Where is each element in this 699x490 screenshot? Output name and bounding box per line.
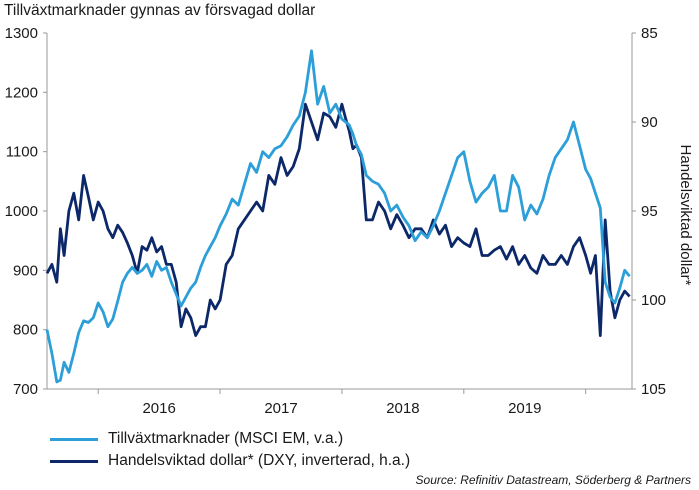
x-tick-label: 2019 (508, 400, 541, 417)
legend-item-dollar: Handelsviktad dollar* (DXY, inverterad, … (50, 450, 410, 472)
x-tick-label: 2018 (386, 400, 419, 417)
left-tick-label: 900 (13, 262, 38, 279)
right-tick-label: 90 (641, 114, 658, 131)
legend-item-em: Tillväxtmarknader (MSCI EM, v.a.) (50, 428, 410, 450)
legend-label-em: Tillväxtmarknader (MSCI EM, v.a.) (108, 430, 344, 447)
left-tick-label: 1200 (5, 84, 38, 101)
right-axis: 85 90 95 100 105 (631, 25, 666, 398)
series-line-em (45, 49, 631, 384)
left-tick-label: 1000 (5, 203, 38, 220)
left-tick-label: 1300 (5, 25, 38, 42)
plot-lines (45, 49, 631, 384)
left-tick-label: 1100 (6, 144, 38, 161)
x-tick-label: 2017 (264, 400, 297, 417)
left-axis: 700 800 900 1000 1100 1200 1300 (5, 25, 48, 398)
legend: Tillväxtmarknader (MSCI EM, v.a.) Handel… (50, 428, 410, 472)
left-tick-label: 700 (13, 381, 38, 398)
legend-swatch-dollar (50, 459, 98, 463)
source-note: Source: Refinitiv Datastream, Söderberg … (415, 473, 691, 487)
legend-label-dollar: Handelsviktad dollar* (DXY, inverterad, … (108, 452, 411, 469)
right-tick-label: 85 (641, 25, 658, 42)
right-tick-label: 95 (641, 203, 658, 220)
chart-title: Tillväxtmarknader gynnas av försvagad do… (4, 2, 316, 19)
series-line-dollar (45, 102, 631, 337)
right-axis-label: Handelsviktad dollar* (677, 145, 694, 286)
right-tick-label: 100 (641, 292, 666, 309)
right-tick-label: 105 (641, 381, 666, 398)
x-tick-label: 2016 (142, 400, 175, 417)
x-axis: 2016 2017 2018 2019 (47, 388, 632, 417)
legend-swatch-em (50, 437, 98, 441)
left-tick-label: 800 (13, 322, 38, 339)
